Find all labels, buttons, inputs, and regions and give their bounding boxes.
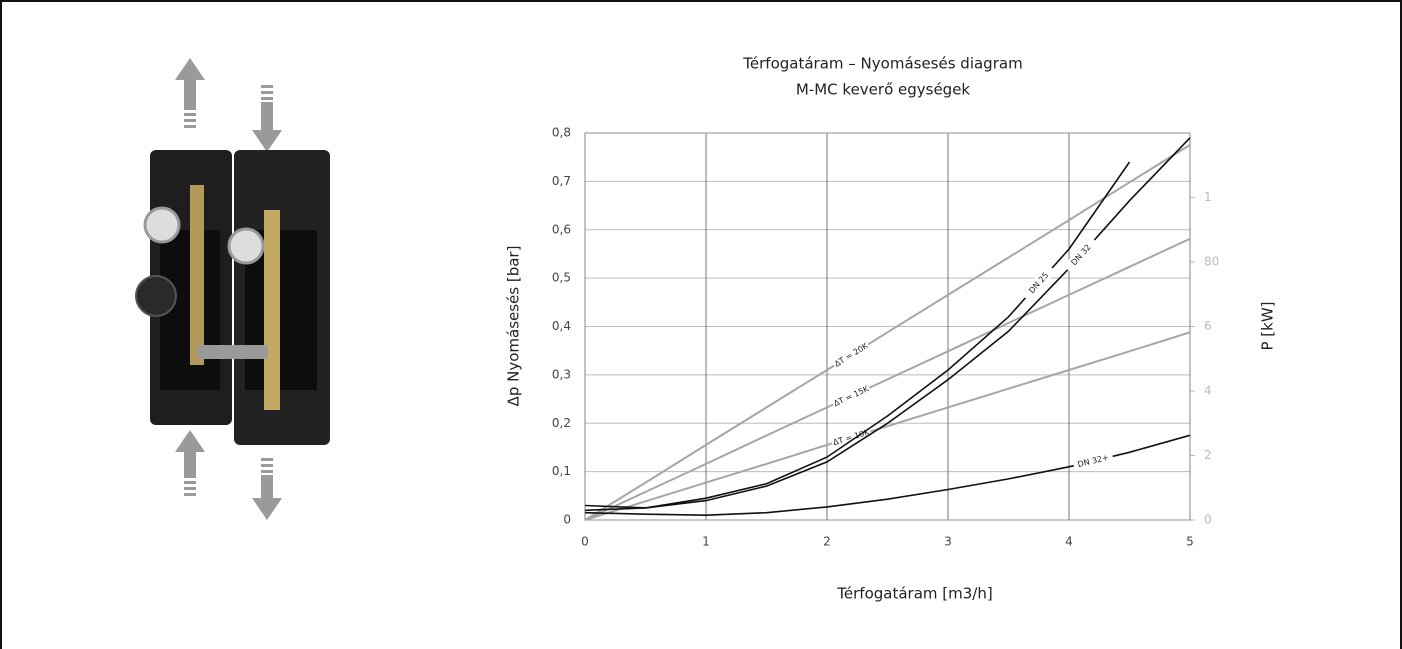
label-bg: [1072, 450, 1115, 472]
series-line: [585, 161, 1131, 509]
chart-subtitle: M-MC keverő egységek: [796, 81, 971, 99]
x-tick-label: 3: [944, 535, 952, 549]
x-tick-label: 5: [1186, 535, 1194, 549]
x-tick-label: 2: [823, 535, 831, 549]
y2-tick-label: 1: [1204, 190, 1212, 204]
label-bg: [830, 382, 872, 411]
y2-tick-label: 6: [1204, 319, 1212, 333]
y-tick-label: 0,5: [552, 271, 571, 285]
y-tick-label: 0,7: [552, 174, 571, 188]
y-tick-label: 0,8: [552, 126, 571, 140]
x-tick-label: 4: [1065, 535, 1073, 549]
product-image: [135, 58, 330, 520]
y2-tick-label: 2: [1204, 448, 1212, 462]
x-tick-label: 1: [702, 535, 710, 549]
y-tick-label: 0,1: [552, 464, 571, 478]
label-bg: [830, 425, 873, 450]
y2-tick-label: 0: [1204, 513, 1212, 527]
y2-tick-label: 4: [1204, 384, 1212, 398]
y-tick-label: 0,2: [552, 416, 571, 430]
series-line: [585, 144, 1190, 520]
x-tick-label: 0: [581, 535, 589, 549]
label-bg: [831, 339, 872, 371]
x-axis-label: Térfogatáram [m3/h]: [836, 585, 992, 603]
series-label: ΔT = 20K: [833, 341, 870, 369]
y-tick-label: 0,3: [552, 367, 571, 381]
y2-axis-label: P [kW]: [1259, 301, 1277, 350]
y-tick-label: 0,4: [552, 319, 571, 333]
chart-title: Térfogatáram – Nyomásesés diagram: [742, 55, 1022, 73]
series-line: [585, 237, 1190, 520]
label-bg: [1063, 235, 1099, 274]
y-axis-label: Δp Nyomásesés [bar]: [505, 246, 523, 407]
y-tick-label: 0,6: [552, 222, 571, 236]
y2-tick-label: 80: [1204, 255, 1219, 269]
y-tick-label: 0: [563, 513, 571, 527]
label-bg: [1020, 264, 1057, 302]
series-line: [585, 331, 1190, 520]
plot-frame: [584, 132, 1191, 521]
